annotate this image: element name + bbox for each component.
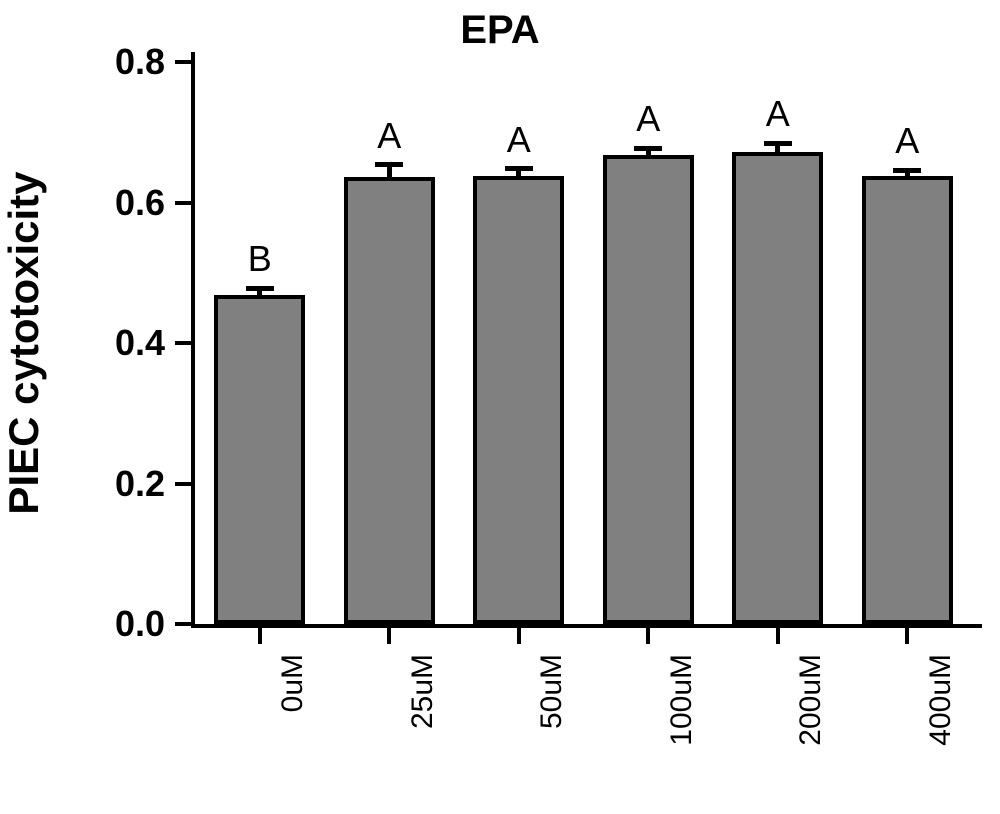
chart-figure: EPA 0.00.20.40.60.8B0uMA25uMA50uMA100uMA…	[0, 0, 1000, 810]
significance-label: A	[489, 119, 549, 161]
y-tick	[175, 341, 191, 345]
plot-area: 0.00.20.40.60.8B0uMA25uMA50uMA100uMA200u…	[195, 62, 972, 624]
bar	[603, 155, 694, 624]
x-tick-label: 200uM	[794, 654, 828, 814]
x-tick	[646, 628, 650, 644]
error-cap	[505, 166, 533, 171]
significance-label: B	[230, 238, 290, 280]
x-tick	[258, 628, 262, 644]
bar	[732, 152, 823, 624]
y-axis	[191, 52, 195, 628]
y-tick	[175, 201, 191, 205]
x-tick-label: 50uM	[535, 654, 569, 814]
y-tick-label: 0.4	[85, 322, 165, 364]
bar	[862, 176, 953, 624]
error-cap	[634, 146, 662, 151]
error-cap	[764, 141, 792, 146]
bar	[344, 177, 435, 624]
y-tick-label: 0.2	[85, 463, 165, 505]
bar	[473, 176, 564, 624]
y-tick-label: 0.8	[85, 41, 165, 83]
y-tick	[175, 482, 191, 486]
x-tick	[517, 628, 521, 644]
x-tick-label: 400uM	[924, 654, 958, 814]
error-cap	[375, 162, 403, 167]
significance-label: A	[877, 120, 937, 162]
y-tick-label: 0.6	[85, 182, 165, 224]
significance-label: A	[359, 115, 419, 157]
y-tick	[175, 622, 191, 626]
x-axis	[191, 624, 982, 628]
x-tick-label: 25uM	[406, 654, 440, 814]
x-tick	[776, 628, 780, 644]
error-cap	[246, 286, 274, 291]
y-axis-label: PIEC cytotoxicity	[0, 62, 50, 624]
x-tick-label: 0uM	[276, 654, 310, 814]
x-tick	[387, 628, 391, 644]
x-tick-label: 100uM	[665, 654, 699, 814]
bar	[214, 295, 305, 624]
y-tick	[175, 60, 191, 64]
significance-label: A	[748, 93, 808, 135]
x-tick	[905, 628, 909, 644]
y-tick-label: 0.0	[85, 603, 165, 645]
significance-label: A	[618, 98, 678, 140]
error-cap	[893, 168, 921, 173]
